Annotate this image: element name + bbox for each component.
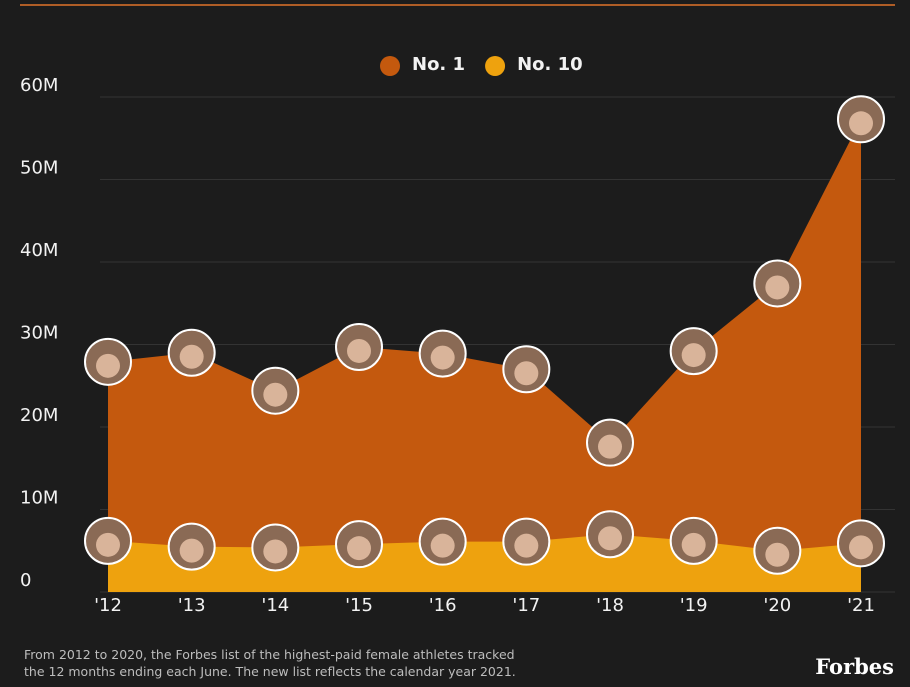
athlete-face xyxy=(849,111,873,136)
y-tick-label: 40M xyxy=(20,240,58,261)
x-tick-label: '15 xyxy=(345,595,373,616)
x-tick-label: '19 xyxy=(680,595,708,616)
x-tick-label: '13 xyxy=(178,595,206,616)
legend-swatch xyxy=(485,56,506,76)
athlete-face xyxy=(430,533,455,558)
legend-label: No. 1 xyxy=(412,54,465,75)
x-tick-label: '14 xyxy=(261,595,289,616)
athlete-face xyxy=(347,536,371,561)
athlete-face xyxy=(263,539,288,564)
y-tick-label: 10M xyxy=(20,488,58,509)
athlete-face xyxy=(765,275,790,300)
athlete-face xyxy=(179,344,204,369)
y-tick-label: 0 xyxy=(20,570,31,591)
logo: Forbes xyxy=(815,654,894,679)
athlete-face xyxy=(179,538,204,563)
y-tick-label: 20M xyxy=(20,405,58,426)
athlete-face xyxy=(347,338,371,363)
y-tick-label: 30M xyxy=(20,323,58,344)
legend-swatch xyxy=(380,56,400,76)
athlete-face xyxy=(430,345,455,370)
athlete-face xyxy=(263,382,288,407)
athlete-face xyxy=(514,361,539,386)
footnote: From 2012 to 2020, the Forbes list of th… xyxy=(24,647,516,679)
athlete-face xyxy=(681,343,706,368)
x-tick-label: '16 xyxy=(429,595,457,616)
athlete-face xyxy=(96,353,120,378)
legend-label: No. 10 xyxy=(517,54,583,75)
x-tick-label: '18 xyxy=(596,595,624,616)
y-tick-label: 60M xyxy=(20,75,58,96)
athlete-face xyxy=(849,535,873,560)
x-tick-label: '17 xyxy=(512,595,540,616)
athlete-face xyxy=(96,532,120,557)
x-tick-label: '21 xyxy=(847,595,875,616)
athlete-face xyxy=(681,532,706,557)
athlete-face xyxy=(598,526,622,551)
area xyxy=(108,119,861,593)
x-tick-label: '12 xyxy=(94,595,122,616)
x-tick-label: '20 xyxy=(763,595,791,616)
athlete-face xyxy=(765,542,790,567)
athlete-face xyxy=(514,533,539,558)
y-tick-label: 50M xyxy=(20,158,58,179)
athlete-face xyxy=(598,434,622,459)
